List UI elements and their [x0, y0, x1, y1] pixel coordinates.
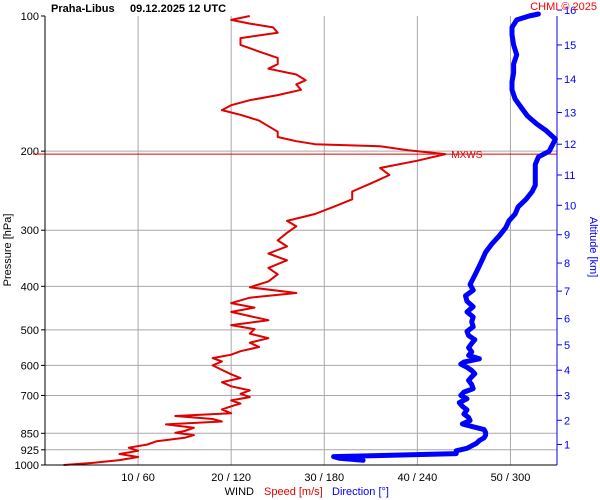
- pressure-tick-label: 100: [21, 11, 39, 23]
- x-axis-label-prefix: WIND: [225, 486, 254, 498]
- pressure-tick-label: 500: [21, 325, 39, 337]
- altitude-tick-label: 8: [564, 258, 570, 270]
- series-layer: [63, 11, 558, 466]
- pressure-tick-label: 925: [21, 445, 39, 457]
- pressure-tick-label: 200: [21, 146, 39, 158]
- speed-series-line: [63, 15, 447, 466]
- altitude-tick-label: 12: [564, 139, 576, 151]
- altitude-tick-label: 16: [564, 5, 576, 17]
- mxws-label: MXWS: [451, 150, 482, 161]
- wind-tick-label: 30 / 180: [304, 472, 344, 484]
- grid: [45, 16, 557, 465]
- altitude-tick-label: 10: [564, 200, 576, 212]
- pressure-tick-label: 300: [21, 225, 39, 237]
- pressure-tick-label: 600: [21, 360, 39, 372]
- wind-tick-label: 50 / 300: [491, 472, 531, 484]
- pressure-tick-label: 700: [21, 390, 39, 402]
- altitude-tick-label: 6: [564, 314, 570, 326]
- pressure-tick-label: 850: [21, 428, 39, 440]
- wind-tick-label: 20 / 120: [211, 472, 251, 484]
- direction-series-line: [331, 11, 558, 463]
- pressure-tick-label: 400: [21, 281, 39, 293]
- wind-tick-label: 40 / 240: [397, 472, 437, 484]
- altitude-tick-label: 7: [564, 286, 570, 298]
- credit-label: CHMI © 2025: [530, 1, 597, 13]
- altitude-tick-label: 14: [564, 74, 576, 86]
- altitude-tick-label: 11: [564, 170, 575, 182]
- wind-tick-label: 10 / 60: [121, 472, 155, 484]
- x-axis-label-direction: Direction [°]: [332, 486, 389, 498]
- station-title: Praha-Libus: [51, 3, 115, 15]
- altitude-tick-label: 1: [564, 439, 570, 451]
- pressure-tick-label: 1000: [15, 460, 39, 472]
- y2-axis-label: Altitude [km]: [587, 217, 599, 278]
- altitude-tick-label: 5: [564, 340, 570, 352]
- altitude-tick-label: 9: [564, 230, 570, 242]
- x-axis-label-speed: Speed [m/s]: [264, 486, 323, 498]
- altitude-tick-label: 15: [564, 40, 576, 52]
- altitude-tick-label: 13: [564, 107, 576, 119]
- altitude-tick-label: 3: [564, 390, 570, 402]
- datetime-title: 09.12.2025 12 UTC: [130, 3, 226, 15]
- altitude-tick-label: 2: [564, 415, 570, 427]
- altitude-tick-label: 4: [564, 365, 570, 377]
- y-axis-label: Pressure [hPa]: [2, 214, 14, 287]
